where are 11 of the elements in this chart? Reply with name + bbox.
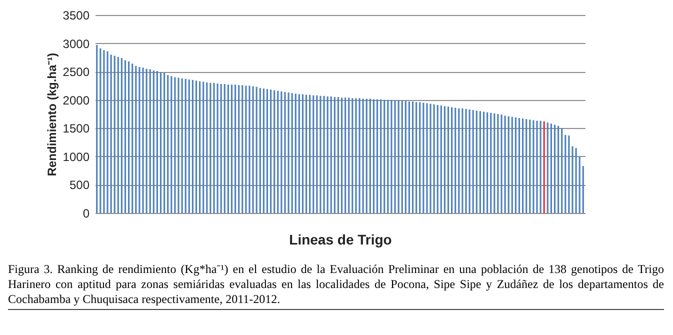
y-tick-label: 2500 — [62, 65, 90, 80]
y-tick-label: 1500 — [62, 122, 90, 136]
x-axis-title: Lineas de Trigo — [289, 232, 392, 248]
text: Figura 3. Ranking de rendimiento (Kg*ha⁻¹) en el estudio de la Evaluación Preliminar en una población de 138 genotipos de Trigo Harinero con aptitud para zonas semiáridas evaluadas en las localidades de Pocona, Sipe Sipe y Zudáñez de los departamentos de Cochabamba y Chuquisaca respectivamente, 2011-2012. — [8, 262, 664, 307]
y-axis-title: Rendimiento (kg.ha⁻¹) — [44, 52, 59, 176]
y-tick-label: 3000 — [62, 36, 90, 51]
y-tick-label: 500 — [69, 178, 90, 192]
y-tick-label: 0 — [82, 206, 90, 220]
y-tick-label: 3500 — [62, 8, 90, 22]
y-tick-label: 2000 — [62, 93, 90, 108]
y-tick-label: 1000 — [62, 150, 90, 164]
